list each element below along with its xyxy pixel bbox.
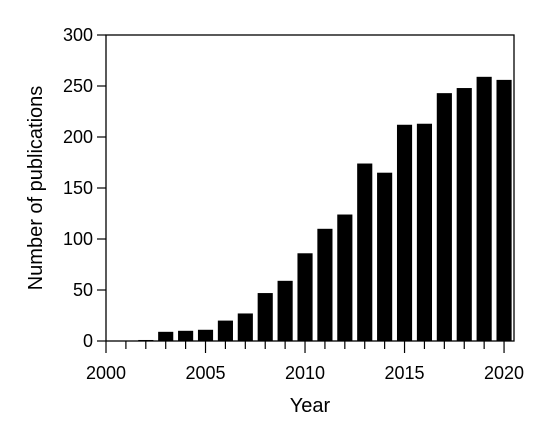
x-tick-label-2020: 2020 [484, 363, 524, 383]
x-tick-label-2000: 2000 [86, 363, 126, 383]
bar-2010 [297, 253, 313, 341]
bar-2013 [357, 163, 373, 341]
bar-2006 [217, 320, 233, 341]
bar-2015 [396, 124, 413, 341]
bar-2007 [237, 313, 253, 341]
y-tick-label-300: 300 [63, 25, 93, 45]
y-tick-label-100: 100 [63, 229, 93, 249]
x-tick-label-2010: 2010 [285, 363, 325, 383]
bar-2003 [158, 331, 174, 341]
bar-2008 [257, 293, 273, 341]
bar-2014 [377, 172, 393, 341]
y-tick-label-250: 250 [63, 76, 93, 96]
bar-2019 [476, 76, 492, 341]
y-axis-title: Number of publications [25, 86, 47, 291]
bar-2002 [138, 339, 154, 341]
bars-group [138, 76, 512, 342]
x-tick-label-2015: 2015 [385, 363, 425, 383]
bar-2004 [178, 330, 194, 341]
y-tick-label-0: 0 [83, 331, 93, 351]
x-tick-label-2005: 2005 [185, 363, 225, 383]
bar-2016 [416, 123, 433, 342]
bar-2018 [456, 88, 472, 341]
bar-2011 [317, 228, 333, 341]
bar-2020 [496, 79, 512, 341]
y-tick-label-50: 50 [73, 280, 93, 300]
x-axis-title: Year [290, 395, 331, 417]
bar-2009 [277, 280, 293, 341]
bar-2005 [197, 329, 214, 341]
y-tick-label-150: 150 [63, 178, 93, 198]
y-tick-label-200: 200 [63, 127, 93, 147]
bar-2017 [436, 93, 452, 341]
x-axis-ticks: 2000 2005 2010 2015 2020 [86, 341, 524, 383]
y-axis-ticks: 0 50 100 150 200 250 300 [63, 25, 106, 351]
bar-2012 [337, 214, 353, 341]
